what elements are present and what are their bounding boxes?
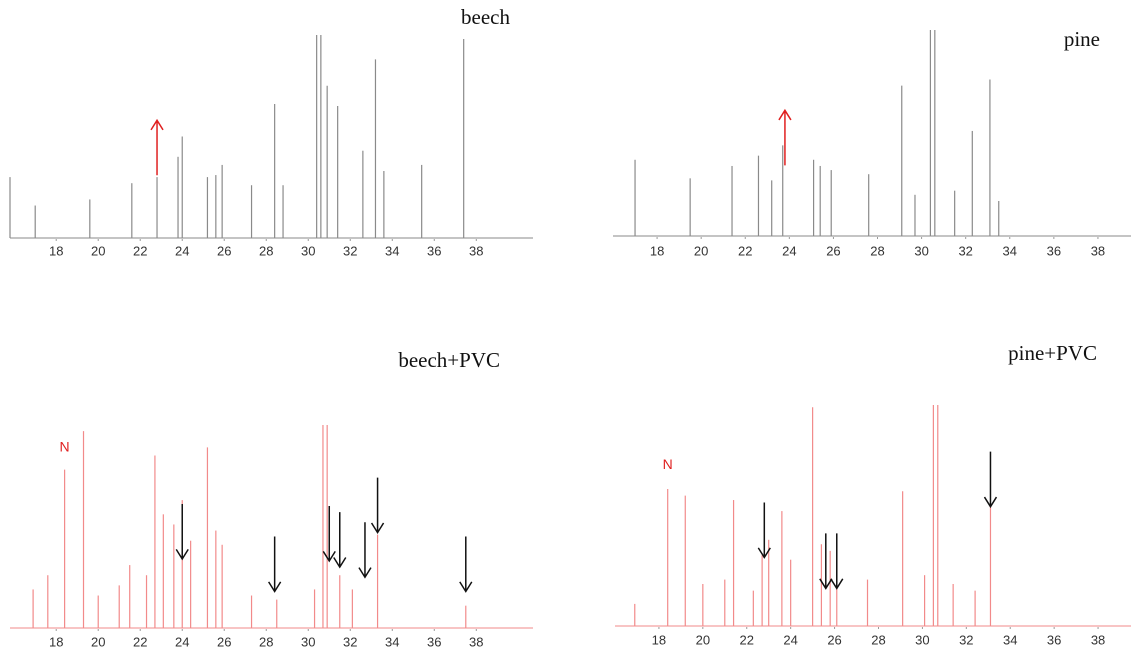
x-tick-label: 36 [427,634,441,649]
x-tick-label: 26 [217,243,231,258]
arrow [778,108,792,166]
x-tick-label: 24 [782,243,796,258]
arrow [358,522,372,579]
x-tick-label: 20 [694,243,708,258]
x-tick-label: 20 [696,632,710,647]
x-tick-label: 22 [740,632,754,647]
x-tick-label: 22 [133,243,147,258]
chart-title: pine [1064,27,1100,51]
x-tick-label: 28 [259,634,273,649]
x-tick-label: 24 [783,632,797,647]
x-tick-label: 18 [49,243,63,258]
x-tick-label: 20 [91,243,105,258]
x-tick-label: 28 [259,243,273,258]
x-tick-label: 38 [1091,243,1105,258]
arrow [819,533,833,590]
x-tick-label: 20 [91,634,105,649]
chart-title: pine+PVC [1008,341,1097,365]
arrow [322,506,336,563]
arrow [333,512,347,569]
x-tick-label: 26 [827,632,841,647]
x-tick-label: 26 [217,634,231,649]
x-tick-label: 34 [385,634,399,649]
x-tick-label: 18 [652,632,666,647]
x-tick-label: 32 [343,243,357,258]
x-tick-label: 28 [871,632,885,647]
x-tick-label: 34 [385,243,399,258]
x-tick-label: 18 [650,243,664,258]
annotation: N [663,456,673,472]
x-tick-label: 22 [738,243,752,258]
x-tick-label: 30 [301,243,315,258]
x-tick-label: 38 [1091,632,1105,647]
x-tick-label: 24 [175,243,189,258]
x-tick-label: 36 [427,243,441,258]
arrow [175,503,189,561]
x-tick-label: 26 [826,243,840,258]
x-tick-label: 30 [914,243,928,258]
x-tick-label: 30 [301,634,315,649]
x-tick-label: 36 [1047,243,1061,258]
arrow [268,536,282,593]
arrow [983,451,998,509]
annotation: N [60,438,70,454]
x-tick-label: 38 [469,243,483,258]
x-tick-label: 28 [870,243,884,258]
chart-title: beech [461,5,510,29]
x-tick-label: 18 [49,634,63,649]
x-tick-label: 38 [469,634,483,649]
x-tick-label: 24 [175,634,189,649]
x-tick-label: 32 [343,634,357,649]
x-tick-label: 30 [915,632,929,647]
x-tick-label: 22 [133,634,147,649]
x-tick-label: 32 [958,243,972,258]
x-tick-label: 36 [1047,632,1061,647]
arrow [459,536,473,593]
x-tick-label: 34 [1003,243,1017,258]
arrow [150,118,164,176]
arrow [830,533,844,590]
arrow [757,502,771,559]
chart-title: beech+PVC [398,348,500,372]
arrow [370,477,385,535]
x-tick-label: 32 [959,632,973,647]
x-tick-label: 34 [1003,632,1017,647]
